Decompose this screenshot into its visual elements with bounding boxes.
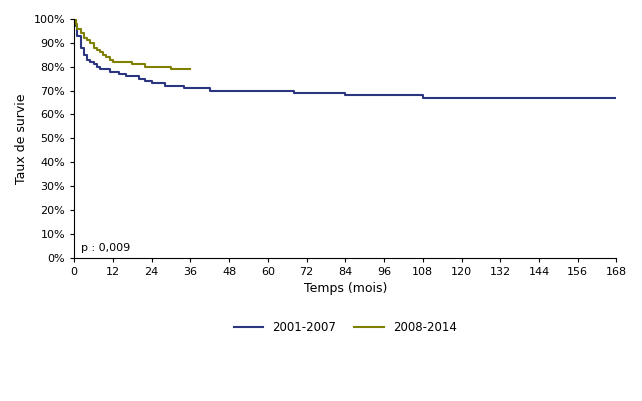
Line: 2008-2014: 2008-2014: [74, 19, 191, 69]
2001-2007: [71, 16, 78, 21]
2008-2014: [72, 21, 80, 26]
2008-2014: [141, 64, 149, 69]
2001-2007: [290, 91, 297, 95]
2001-2007: [419, 95, 427, 100]
2008-2014: [96, 50, 104, 55]
2008-2014: [116, 60, 123, 65]
2008-2014: [74, 26, 82, 31]
2008-2014: [103, 55, 110, 60]
X-axis label: Temps (mois): Temps (mois): [304, 282, 387, 295]
2001-2007: [238, 88, 246, 93]
2008-2014: [71, 16, 78, 21]
2008-2014: [180, 67, 188, 71]
Line: 2001-2007: 2001-2007: [74, 19, 616, 98]
2001-2007: [96, 67, 104, 71]
2001-2007: [154, 81, 162, 86]
2008-2014: [100, 53, 107, 57]
Legend: 2001-2007, 2008-2014: 2001-2007, 2008-2014: [229, 316, 462, 338]
2008-2014: [93, 48, 101, 53]
2001-2007: [225, 88, 233, 93]
2008-2014: [148, 64, 155, 69]
2001-2007: [213, 88, 220, 93]
Text: p : 0,009: p : 0,009: [81, 243, 130, 253]
2008-2014: [122, 60, 130, 65]
2008-2014: [87, 41, 94, 45]
2008-2014: [135, 62, 143, 67]
2008-2014: [83, 38, 91, 43]
2008-2014: [167, 67, 175, 71]
2008-2014: [160, 64, 168, 69]
2008-2014: [173, 67, 181, 71]
2008-2014: [106, 57, 114, 62]
2001-2007: [612, 95, 620, 100]
2008-2014: [77, 31, 85, 36]
2008-2014: [90, 45, 98, 50]
2008-2014: [109, 60, 117, 65]
Y-axis label: Taux de survie: Taux de survie: [15, 93, 28, 184]
2008-2014: [154, 64, 162, 69]
2008-2014: [187, 67, 195, 71]
2008-2014: [128, 62, 136, 67]
2008-2014: [80, 36, 88, 41]
